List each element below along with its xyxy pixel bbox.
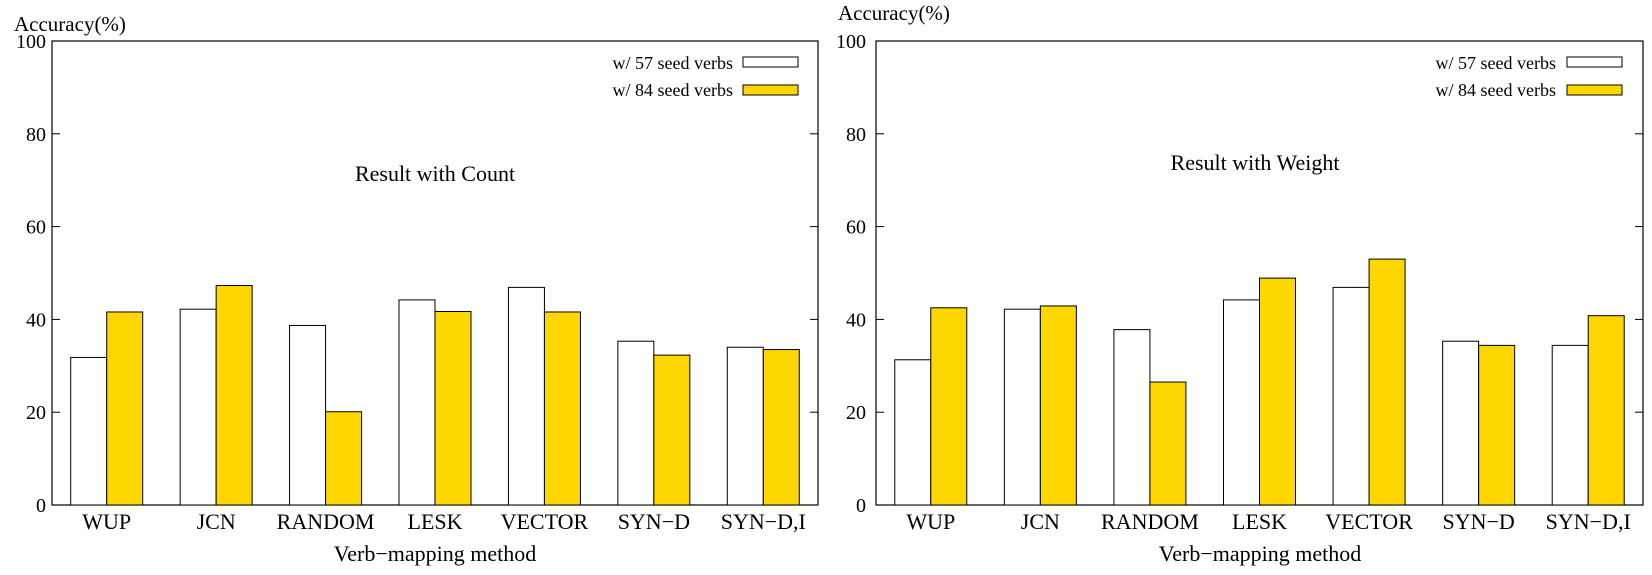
bar-84-seed-verbs — [1478, 344, 1516, 506]
bar-57-seed-verbs — [70, 356, 108, 506]
y-axis-label: Accuracy(%) — [838, 1, 950, 25]
x-tick-label: LESK — [1232, 509, 1287, 534]
legend-swatch-57 — [742, 56, 799, 68]
x-axis-ticks: WUP JCN RANDOM LESK VECTOR SYN−D SYN−D,I — [82, 509, 806, 534]
bar-57-seed-verbs — [1551, 344, 1589, 506]
bar-57-seed-verbs — [1332, 286, 1370, 506]
bar-84-seed-verbs — [1039, 305, 1077, 506]
x-tick-label: VECTOR — [1325, 509, 1413, 534]
bar-84-seed-verbs — [215, 285, 253, 506]
chart-title: Result with Weight — [1171, 150, 1340, 175]
y-tick-label: 100 — [16, 31, 46, 53]
y-tick-label: 20 — [846, 402, 866, 424]
legend-label-57: w/ 57 seed verbs — [613, 53, 733, 73]
y-axis-label: Accuracy(%) — [14, 12, 126, 36]
y-axis-ticks: 0 20 40 60 80 100 — [16, 31, 818, 517]
y-tick-label: 80 — [26, 124, 46, 146]
x-tick-label: SYN−D — [618, 509, 690, 534]
x-tick-label: SYN−D,I — [1546, 509, 1631, 534]
bar-84-seed-verbs — [930, 307, 968, 506]
y-tick-label: 100 — [836, 31, 866, 53]
bar-57-seed-verbs — [1113, 329, 1151, 506]
x-tick-label: RANDOM — [277, 509, 375, 534]
bar-84-seed-verbs — [434, 311, 472, 506]
x-tick-label: RANDOM — [1101, 509, 1199, 534]
bar-57-seed-verbs — [507, 286, 545, 506]
legend-label-57: w/ 57 seed verbs — [1436, 53, 1556, 73]
legend-label-84: w/ 84 seed verbs — [613, 80, 733, 100]
x-tick-label: WUP — [906, 509, 955, 534]
bar-84-seed-verbs — [325, 411, 363, 506]
bar-57-seed-verbs — [617, 340, 655, 506]
x-axis-label: Verb−mapping method — [334, 541, 536, 566]
bar-57-seed-verbs — [1442, 340, 1480, 506]
x-tick-label: SYN−D,I — [721, 509, 806, 534]
y-tick-label: 0 — [856, 495, 866, 517]
y-tick-label: 40 — [846, 309, 866, 331]
bar-57-seed-verbs — [894, 359, 932, 506]
bar-57-seed-verbs — [398, 299, 436, 506]
legend-label-84: w/ 84 seed verbs — [1436, 80, 1556, 100]
legend-swatch-57 — [1566, 56, 1623, 68]
x-tick-label: WUP — [82, 509, 131, 534]
bar-57-seed-verbs — [179, 308, 217, 506]
chart-panel-weight: Accuracy(%) 0 20 40 60 80 100 WUP JCN RANDOM LES… — [836, 1, 1644, 566]
y-tick-label: 60 — [26, 217, 46, 239]
legend-swatch-84 — [742, 84, 799, 96]
x-tick-label: JCN — [197, 509, 236, 534]
bars-group — [894, 258, 1625, 506]
y-tick-label: 20 — [26, 402, 46, 424]
x-tick-label: SYN−D — [1442, 509, 1514, 534]
x-tick-label: JCN — [1021, 509, 1060, 534]
bar-84-seed-verbs — [1368, 258, 1406, 506]
chart-panel-count: Accuracy(%) 0 20 40 60 80 100 WUP JCN RANDOM LES… — [14, 12, 819, 566]
legend: w/ 57 seed verbs w/ 84 seed verbs — [613, 53, 799, 100]
y-tick-label: 60 — [846, 217, 866, 239]
bar-57-seed-verbs — [1223, 299, 1260, 506]
chart-title: Result with Count — [355, 161, 515, 186]
x-axis-label: Verb−mapping method — [1159, 541, 1361, 566]
bar-57-seed-verbs — [726, 346, 764, 506]
bar-84-seed-verbs — [543, 311, 581, 506]
y-axis-ticks: 0 20 40 60 80 100 — [836, 31, 1643, 517]
x-tick-label: VECTOR — [501, 509, 589, 534]
bar-84-seed-verbs — [106, 311, 144, 506]
bar-84-seed-verbs — [1259, 277, 1296, 506]
bar-57-seed-verbs — [289, 324, 327, 506]
bar-84-seed-verbs — [1587, 315, 1625, 506]
bar-84-seed-verbs — [653, 354, 691, 506]
legend-swatch-84 — [1566, 84, 1623, 96]
x-axis-ticks: WUP JCN RANDOM LESK VECTOR SYN−D SYN−D,I — [906, 509, 1630, 534]
y-tick-label: 0 — [36, 495, 46, 517]
legend: w/ 57 seed verbs w/ 84 seed verbs — [1436, 53, 1623, 100]
y-tick-label: 40 — [26, 309, 46, 331]
y-tick-label: 80 — [846, 124, 866, 146]
bar-84-seed-verbs — [762, 349, 800, 506]
bars-group — [70, 285, 800, 506]
bar-57-seed-verbs — [1003, 308, 1041, 506]
x-tick-label: LESK — [408, 509, 463, 534]
bar-84-seed-verbs — [1149, 381, 1187, 506]
